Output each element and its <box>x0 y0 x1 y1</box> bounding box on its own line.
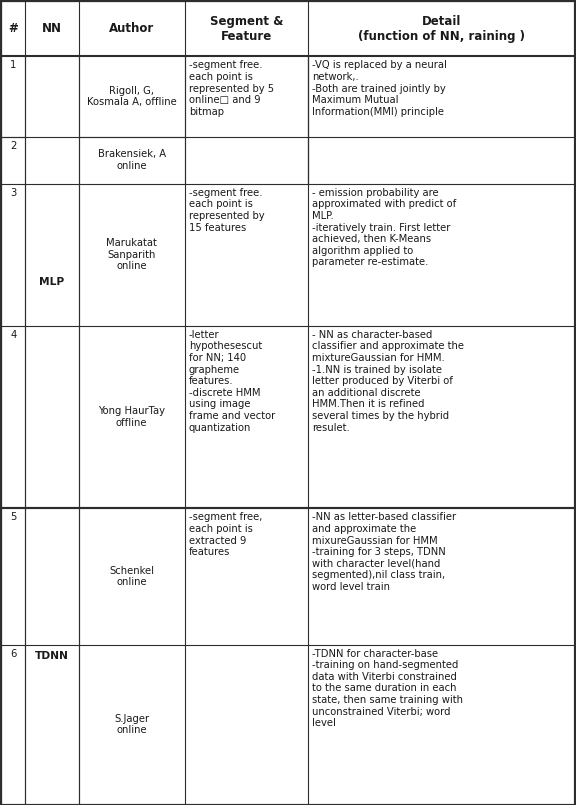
Text: -segment free.
each point is
represented by 5
online□ and 9
bitmap: -segment free. each point is represented… <box>189 60 274 117</box>
Text: #: # <box>9 23 18 35</box>
Text: 2: 2 <box>10 141 17 151</box>
Bar <box>25 508 79 804</box>
Text: -segment free,
each point is
extracted 9
features: -segment free, each point is extracted 9… <box>189 512 262 557</box>
Text: 1: 1 <box>10 60 17 70</box>
Text: -VQ is replaced by a neural
network,.
-Both are trained jointly by
Maximum Mutua: -VQ is replaced by a neural network,. -B… <box>312 60 447 117</box>
Text: NN: NN <box>42 23 62 35</box>
Text: 6: 6 <box>10 649 17 658</box>
Text: -TDNN for character-base
-training on hand-segmented
data with Viterbi constrain: -TDNN for character-base -training on ha… <box>312 649 463 729</box>
Text: -segment free.
each point is
represented by
15 features: -segment free. each point is represented… <box>189 188 264 233</box>
Text: TDNN: TDNN <box>35 651 69 662</box>
Bar <box>185 56 308 184</box>
Text: Segment &
Feature: Segment & Feature <box>210 14 283 43</box>
Text: Yong HaurTay
offline: Yong HaurTay offline <box>98 407 165 427</box>
Bar <box>308 56 575 184</box>
Text: -letter
hypothesescut
for NN; 140
grapheme
features.
-discrete HMM
using image
f: -letter hypothesescut for NN; 140 graphe… <box>189 330 275 432</box>
Text: Marukatat
Sanparith
online: Marukatat Sanparith online <box>106 238 157 271</box>
Bar <box>25 56 79 508</box>
Text: -NN as letter-based classifier
and approximate the
mixureGaussian for HMM
-train: -NN as letter-based classifier and appro… <box>312 512 456 592</box>
Text: - emission probability are
approximated with predict of
MLP.
-iteratively train.: - emission probability are approximated … <box>312 188 456 267</box>
Text: Author: Author <box>109 23 154 35</box>
Text: 4: 4 <box>10 330 16 340</box>
Text: 5: 5 <box>10 512 17 522</box>
Text: MLP: MLP <box>39 278 65 287</box>
Text: - NN as character-based
classifier and approximate the
mixtureGaussian for HMM.
: - NN as character-based classifier and a… <box>312 330 464 432</box>
Text: S.Jager
online: S.Jager online <box>114 714 149 736</box>
Text: Schenkel
online: Schenkel online <box>109 566 154 588</box>
Text: 3: 3 <box>10 188 16 198</box>
Text: Rigoll, G,
Kosmala A, offline: Rigoll, G, Kosmala A, offline <box>87 86 177 107</box>
Text: Detail
(function of NN, raining ): Detail (function of NN, raining ) <box>358 14 525 43</box>
Text: Brakensiek, A
online: Brakensiek, A online <box>97 150 166 171</box>
